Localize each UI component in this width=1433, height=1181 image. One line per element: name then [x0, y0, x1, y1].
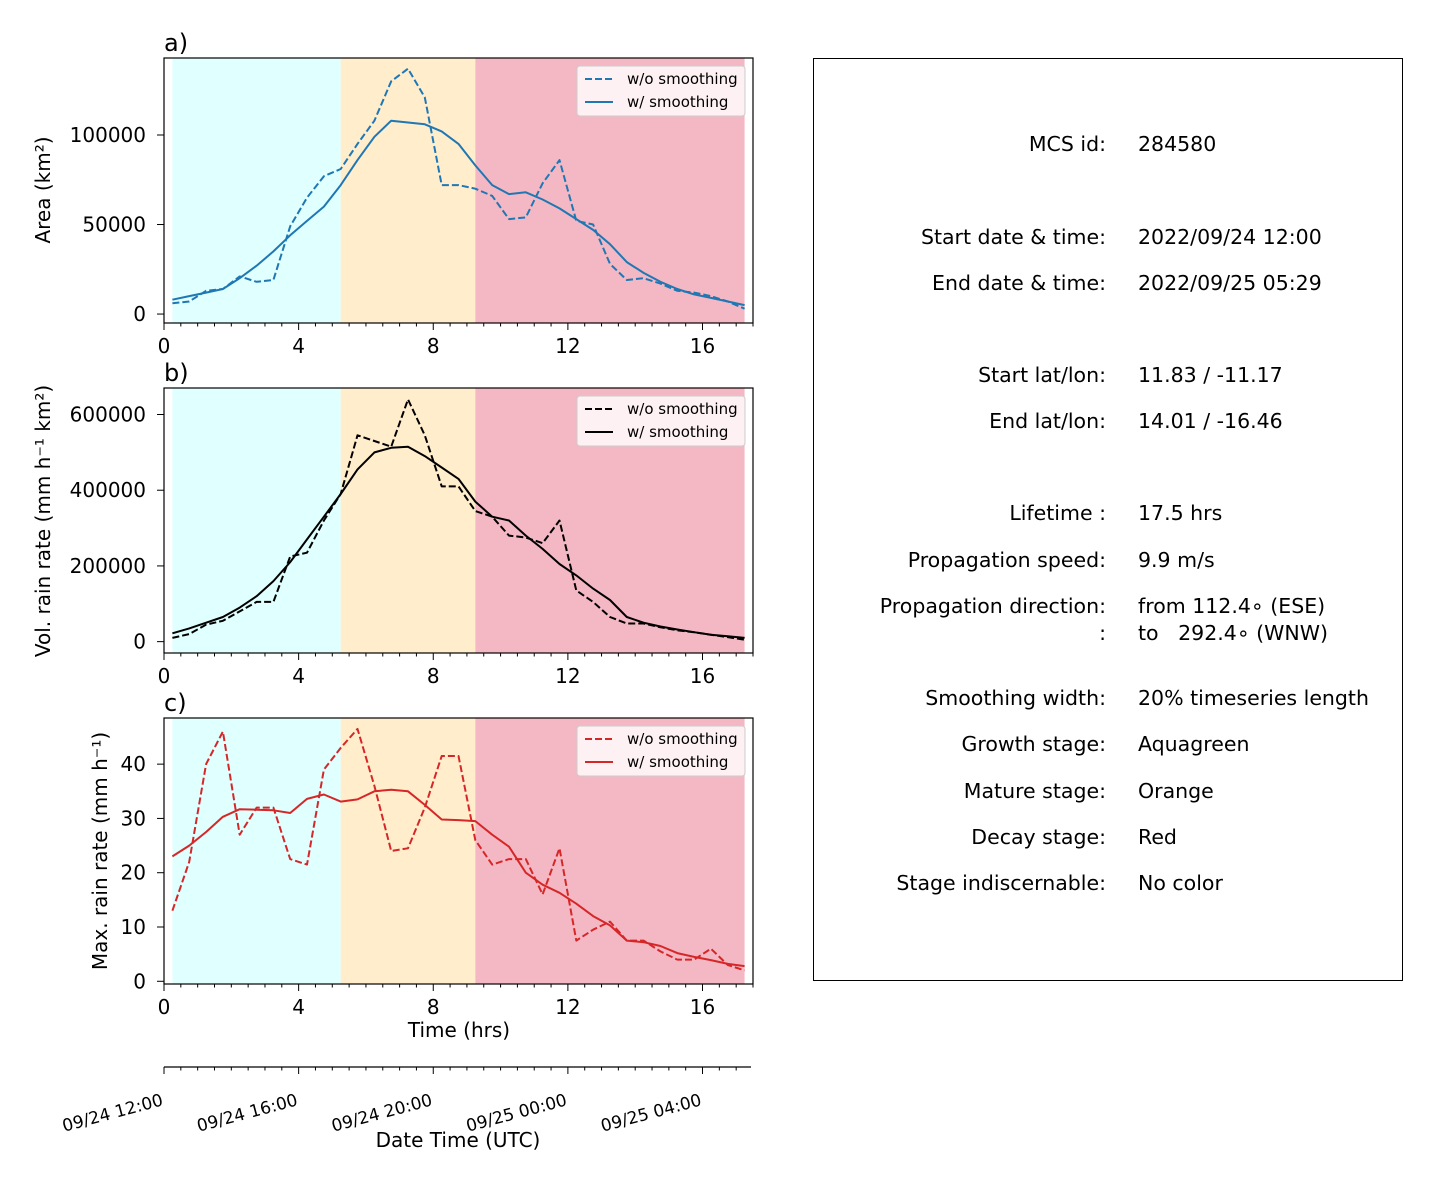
info-key: End lat/lon:	[989, 409, 1106, 433]
x-axis-label: Time (hrs)	[407, 1018, 510, 1042]
info-value: from 112.4∘ (ESE)	[1138, 594, 1326, 618]
info-key: Propagation speed:	[907, 548, 1106, 572]
legend-label: w/ smoothing	[627, 423, 728, 441]
stage-band-growth	[172, 58, 341, 323]
legend-label: w/o smoothing	[627, 730, 738, 748]
legend: w/o smoothing w/ smoothing	[576, 395, 746, 447]
info-value: 284580	[1138, 132, 1217, 156]
axes-frame	[163, 57, 754, 324]
y-tick-label: 0	[133, 630, 146, 654]
panel-b: 0 4 8 12 16 0 200000 400000 600000 Vol. rain rate…	[31, 359, 754, 688]
info-key: Lifetime :	[1009, 501, 1106, 525]
x-tick-label: 8	[427, 664, 440, 688]
y-tick-label: 40	[121, 752, 146, 776]
y-tick-label: 200000	[70, 554, 146, 578]
info-value: Aquagreen	[1138, 732, 1250, 756]
y-axis-label: Max. rain rate (mm h⁻¹)	[88, 732, 112, 970]
y-tick-label: 30	[121, 806, 146, 830]
info-key: Decay stage:	[971, 825, 1106, 849]
info-key: MCS id:	[1028, 132, 1106, 156]
mcs-info-panel: MCS id: 284580 Start date & time: 2022/0…	[813, 58, 1403, 981]
panel-c: 0 4 8 12 16 0 10 20 30 40 Max. rain rate (mm h⁻¹) c…	[88, 689, 754, 1042]
panel-a: 0 4 8 12 16 0 50000 100000 Area (km²) a) w/o smoot…	[31, 29, 754, 358]
info-value: 2022/09/25 05:29	[1138, 271, 1322, 295]
info-key: Smoothing width:	[925, 686, 1106, 710]
y-axis-label: Area (km²)	[31, 136, 55, 243]
info-key: End date & time:	[932, 271, 1106, 295]
legend: w/o smoothing w/ smoothing	[576, 65, 746, 117]
legend-label: w/ smoothing	[627, 753, 728, 771]
series-line-with-smoothing	[172, 119, 745, 307]
info-key: Mature stage:	[963, 779, 1106, 803]
legend: w/o smoothing w/ smoothing	[576, 725, 746, 777]
x-tick-label: 0	[158, 334, 171, 358]
info-key: :	[1099, 621, 1106, 645]
legend-label: w/o smoothing	[627, 400, 738, 418]
y-tick-label: 0	[133, 302, 146, 326]
y-tick-label: 400000	[70, 478, 146, 502]
panel-letter: c)	[164, 689, 187, 717]
panel-letter: b)	[164, 359, 189, 387]
panel-letter: a)	[164, 29, 188, 57]
info-value: 9.9 m/s	[1138, 548, 1215, 572]
info-key: Growth stage:	[961, 732, 1106, 756]
datetime-tick-label: 09/25 04:00	[599, 1091, 704, 1137]
y-tick-label: 600000	[70, 403, 146, 427]
x-tick-label: 4	[292, 664, 305, 688]
info-value: 2022/09/24 12:00	[1138, 225, 1322, 249]
info-key: Start date & time:	[920, 225, 1106, 249]
axes-frame	[163, 387, 754, 654]
y-tick-label: 20	[121, 861, 146, 885]
y-tick-label: 50000	[82, 213, 146, 237]
y-axis-label: Vol. rain rate (mm h⁻¹ km²)	[31, 385, 55, 657]
y-tick-label: 0	[133, 969, 146, 993]
stage-band-growth	[172, 388, 341, 653]
series-line-with-smoothing	[171, 788, 745, 968]
info-value: to 292.4∘ (WNW)	[1138, 621, 1329, 645]
info-value: No color	[1138, 871, 1223, 895]
datetime-tick-label: 09/24 16:00	[195, 1091, 300, 1137]
series-line-without-smoothing	[172, 67, 745, 310]
x-tick-label: 4	[292, 334, 305, 358]
stage-band-growth	[172, 718, 341, 984]
legend-label: w/ smoothing	[627, 93, 728, 111]
x-tick-label: 0	[158, 664, 171, 688]
series-line-with-smoothing	[172, 445, 745, 639]
info-value: 20% timeseries length	[1138, 686, 1369, 710]
legend-label: w/o smoothing	[627, 70, 738, 88]
stage-band-mature	[340, 388, 476, 653]
datetime-axis-title: Date Time (UTC)	[376, 1128, 541, 1152]
x-tick-label: 12	[555, 334, 580, 358]
x-tick-label: 16	[690, 334, 715, 358]
y-tick-label: 10	[121, 915, 146, 939]
legend-box	[576, 725, 746, 777]
info-value: 11.83 / -11.17	[1138, 363, 1283, 387]
info-key: Propagation direction:	[879, 594, 1106, 618]
datetime-tick-label: 09/24 12:00	[60, 1091, 165, 1137]
info-value: Orange	[1138, 779, 1214, 803]
datetime-axis: 09/24 12:00 09/24 16:00 09/24 20:00 09/25 0…	[60, 1066, 751, 1152]
axes-frame	[163, 717, 754, 985]
x-tick-label: 4	[292, 995, 305, 1019]
y-tick-label: 100000	[70, 123, 146, 147]
stage-band-mature	[340, 718, 476, 984]
info-value: Red	[1138, 825, 1177, 849]
legend-box	[576, 395, 746, 447]
x-tick-label: 12	[555, 995, 580, 1019]
info-key: Stage indiscernable:	[896, 871, 1106, 895]
info-key: Start lat/lon:	[978, 363, 1106, 387]
legend-box	[576, 65, 746, 117]
x-tick-label: 8	[427, 334, 440, 358]
x-tick-label: 16	[690, 664, 715, 688]
x-tick-label: 8	[427, 995, 440, 1019]
info-value: 17.5 hrs	[1138, 501, 1223, 525]
x-tick-label: 12	[555, 664, 580, 688]
stage-band-mature	[340, 58, 476, 323]
x-tick-label: 0	[158, 995, 171, 1019]
info-value: 14.01 / -16.46	[1138, 409, 1283, 433]
x-tick-label: 16	[690, 995, 715, 1019]
